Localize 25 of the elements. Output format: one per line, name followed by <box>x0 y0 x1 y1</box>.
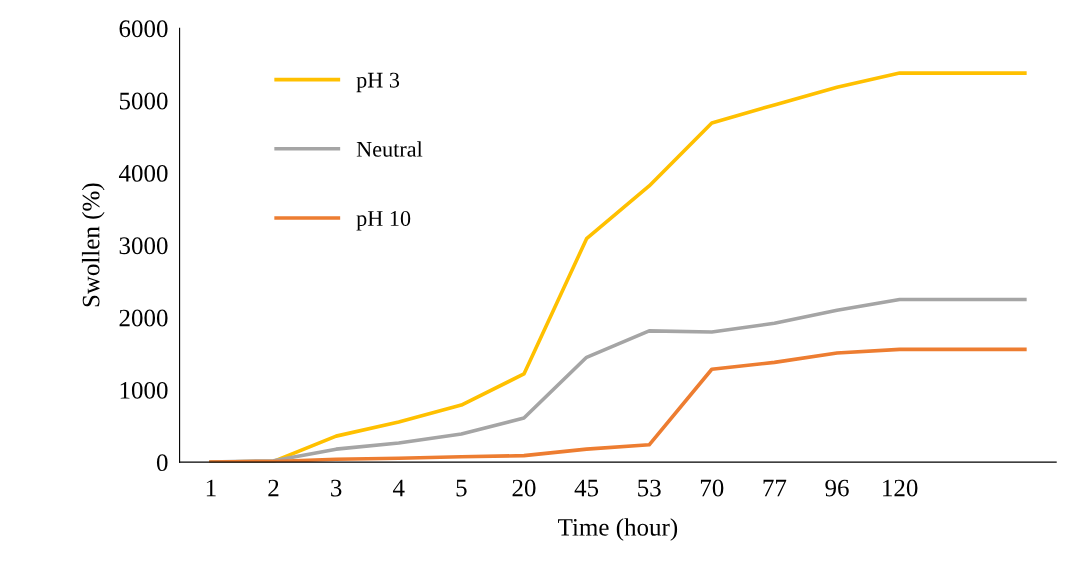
line-series <box>209 347 1027 463</box>
x-tick-label: 120 <box>883 479 918 497</box>
y-tick-label: 0 <box>156 454 168 472</box>
y-tick-label: 2000 <box>119 309 168 327</box>
x-tick-label: 96 <box>825 479 849 497</box>
x-tick-label: 53 <box>638 479 661 497</box>
y-tick-label: 3000 <box>119 237 168 255</box>
y-tick-label: 5000 <box>119 92 168 110</box>
x-tick-label: 4 <box>392 479 405 497</box>
x-tick-label: 1 <box>206 479 216 497</box>
legend-label: pH 3 <box>356 72 400 93</box>
x-tick-label: 45 <box>574 479 599 497</box>
x-tick-label: 2 <box>268 479 279 497</box>
legend-label: pH 10 <box>356 210 411 231</box>
x-tick-label: 5 <box>456 479 467 497</box>
x-tick-label: 77 <box>763 479 787 497</box>
x-tick-label: 70 <box>700 479 724 497</box>
x-axis-title: Time (hour) <box>558 518 678 541</box>
y-tick-label: 1000 <box>120 381 168 399</box>
x-tick-label: 3 <box>331 479 342 497</box>
y-tick-label: 4000 <box>118 164 168 182</box>
y-tick-label: 6000 <box>119 20 168 38</box>
x-tick-label: 20 <box>512 479 536 497</box>
legend-label: Neutral <box>356 141 423 157</box>
y-axis-title: Swollen (%) <box>81 183 105 307</box>
